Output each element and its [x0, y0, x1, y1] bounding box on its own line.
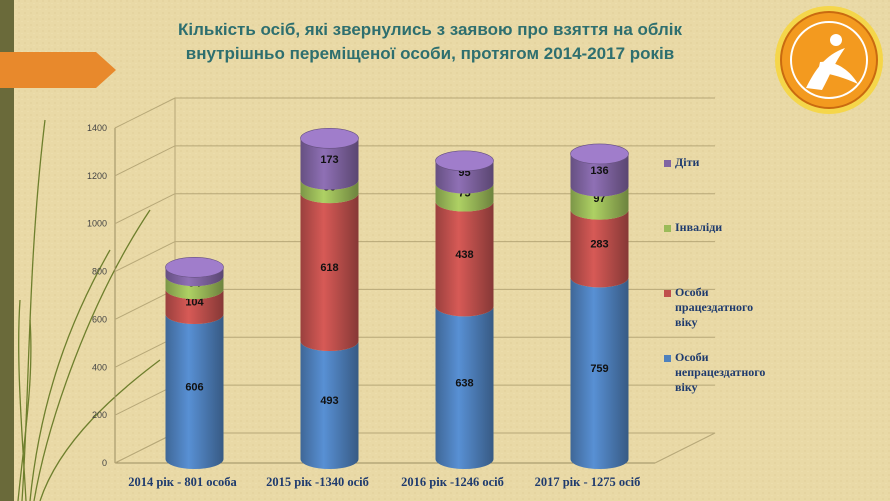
data-label: 136 — [590, 165, 608, 177]
decorative-grass — [17, 119, 161, 501]
gridline-diagonal — [114, 336, 176, 368]
bar-segment-3-1 — [570, 209, 629, 288]
x-category-label: 2016 рік -1246 осіб — [401, 475, 504, 489]
accent-arrow-shape — [0, 52, 116, 88]
chart-title-line-1: Кількість осіб, які звернулись з заявою … — [177, 20, 683, 39]
data-label: 438 — [455, 249, 473, 261]
bar-top-cap — [435, 150, 494, 172]
y-tick-label: 600 — [92, 314, 107, 324]
gridline-diagonal — [114, 288, 176, 320]
legend-swatch-disabled — [664, 225, 671, 232]
bar-segment-1-0 — [300, 341, 359, 469]
x-category-label: 2015 рік -1340 осіб — [266, 475, 369, 489]
chart-bars: 6061045437493618561736384387595759283971… — [165, 128, 629, 469]
x-axis-labels: 2014 рік - 801 особа 2015 рік -1340 осіб 2… — [128, 475, 640, 489]
gridline-diagonal — [114, 384, 176, 416]
bar-stack-2: 6384387595 — [435, 150, 494, 469]
logo-emblem — [775, 6, 883, 114]
bar-segment-2-1 — [435, 201, 494, 317]
bar-segment-2-3 — [435, 160, 494, 194]
y-tick-label: 1200 — [87, 171, 107, 181]
bar-segment-2-0 — [435, 306, 494, 469]
legend-item-non-working-age: Особи непрацездатного віку — [675, 350, 766, 394]
bar-segment-0-0 — [165, 313, 224, 469]
legend-swatch-children — [664, 160, 671, 167]
chart-title: Кількість осіб, які звернулись з заявою … — [150, 18, 710, 66]
data-label: 618 — [320, 262, 338, 274]
bar-segment-3-2 — [570, 186, 629, 220]
data-label: 283 — [590, 239, 608, 251]
bar-segment-1-2 — [300, 179, 359, 204]
bar-stack-0: 6061045437 — [165, 257, 224, 469]
bar-segment-3-0 — [570, 277, 629, 469]
bar-segment-0-1 — [165, 289, 224, 324]
bar-stack-1: 49361856173 — [300, 128, 359, 469]
bar-segment-0-3 — [165, 267, 224, 287]
y-tick-label: 0 — [102, 458, 107, 468]
legend-item-working-age: Особи працездатного віку — [675, 285, 754, 329]
legend-swatch-non-working-age — [664, 355, 671, 362]
floor-right-edge — [654, 432, 716, 464]
x-category-label: 2017 рік - 1275 осіб — [535, 475, 641, 489]
data-label: 493 — [320, 395, 338, 407]
data-label: 638 — [455, 378, 473, 390]
gridline-diagonal — [114, 97, 176, 129]
data-label: 104 — [185, 297, 204, 309]
data-label: 759 — [590, 363, 608, 375]
bar-top-cap — [570, 143, 629, 165]
y-tick-label: 200 — [92, 410, 107, 420]
bar-segment-0-2 — [165, 276, 224, 300]
y-tick-label: 400 — [92, 362, 107, 372]
y-axis-ticks: 0 200 400 600 800 1000 1200 1400 — [87, 123, 107, 468]
data-label: 606 — [185, 381, 203, 393]
chart-title-line-2: внутрішньо переміщеної особи, протягом 2… — [185, 44, 675, 63]
gridline-diagonal — [114, 241, 176, 273]
left-strip — [0, 0, 14, 501]
x-category-label: 2014 рік - 801 особа — [128, 475, 237, 489]
y-tick-label: 1000 — [87, 219, 107, 229]
bar-segment-1-3 — [300, 138, 359, 190]
bar-segment-1-1 — [300, 193, 359, 352]
bar-top-cap — [165, 257, 224, 278]
gridline-diagonal — [114, 432, 176, 464]
bar-top-cap — [300, 128, 359, 149]
legend-item-disabled: Інваліди — [675, 220, 723, 234]
data-label: 173 — [320, 154, 338, 166]
legend-item-children: Діти — [675, 155, 700, 169]
gridline-diagonal — [114, 193, 176, 225]
bar-segment-3-3 — [570, 153, 629, 197]
gridline-diagonal — [114, 145, 176, 177]
legend-swatch-working-age — [664, 290, 671, 297]
y-tick-label: 1400 — [87, 123, 107, 133]
y-tick-label: 800 — [92, 267, 107, 277]
bar-segment-2-2 — [435, 183, 494, 212]
